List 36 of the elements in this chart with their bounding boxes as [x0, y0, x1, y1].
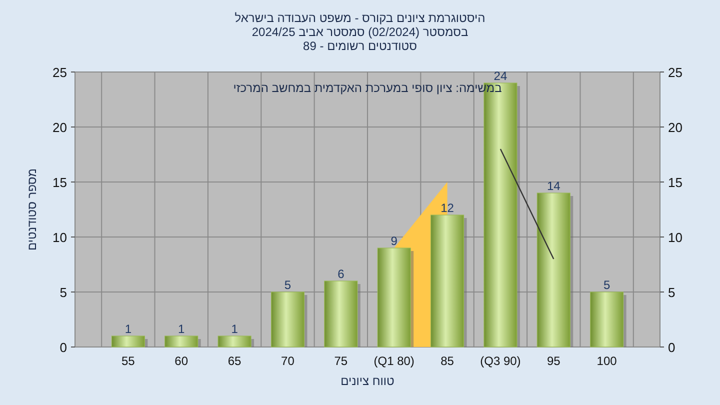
y2-tick-label: 0 — [668, 340, 676, 355]
x-tick-label: 85 — [440, 354, 454, 368]
x-tick-label: 55 — [122, 354, 136, 368]
y2-tick-label: 25 — [668, 65, 682, 80]
x-tick-label: 100 — [596, 354, 618, 368]
data-label: 14 — [546, 179, 561, 193]
x-tick-label: 70 — [281, 354, 295, 368]
chart-title: היסטוגרמת ציונים בקורס - משפט העבודה בישראל — [234, 11, 486, 25]
data-label: 1 — [231, 322, 238, 336]
chart-subtitle: בסמסטר (02/2024) סמסטר אביב 2024/25 סטודנטים רשומים - 89 — [252, 25, 468, 53]
y2-tick-label: 20 — [668, 120, 682, 135]
y2-tick-label: 10 — [668, 230, 682, 245]
x-axis-title: טווח ציונים — [340, 374, 395, 388]
data-label: 1 — [124, 322, 132, 336]
y-tick-label: 0 — [60, 340, 67, 355]
data-label: 24 — [494, 69, 508, 83]
y-tick-label: 20 — [52, 120, 67, 135]
y-axis-title: מספר סטודנטים — [25, 168, 39, 251]
x-tick-label: 60 — [174, 354, 188, 368]
y-tick-label: 10 — [52, 230, 67, 245]
y2-tick-label: 15 — [668, 175, 682, 190]
y-tick-label: 15 — [52, 175, 67, 190]
x-tick-label: (Q3 90) — [480, 354, 521, 368]
x-tick-label: (Q1 80) — [374, 354, 414, 368]
data-label: 1 — [178, 322, 186, 336]
data-label: 6 — [338, 267, 345, 281]
data-label: 5 — [284, 278, 292, 292]
data-label: 9 — [390, 234, 398, 248]
data-label: 5 — [603, 278, 610, 292]
data-label: 12 — [440, 201, 454, 215]
x-tick-label: 65 — [228, 354, 242, 368]
x-tick-label: 75 — [334, 354, 348, 368]
y-tick-label: 25 — [52, 65, 67, 80]
y2-tick-label: 5 — [668, 285, 676, 300]
y-tick-label: 5 — [60, 285, 67, 300]
x-tick-label: 95 — [546, 354, 561, 368]
